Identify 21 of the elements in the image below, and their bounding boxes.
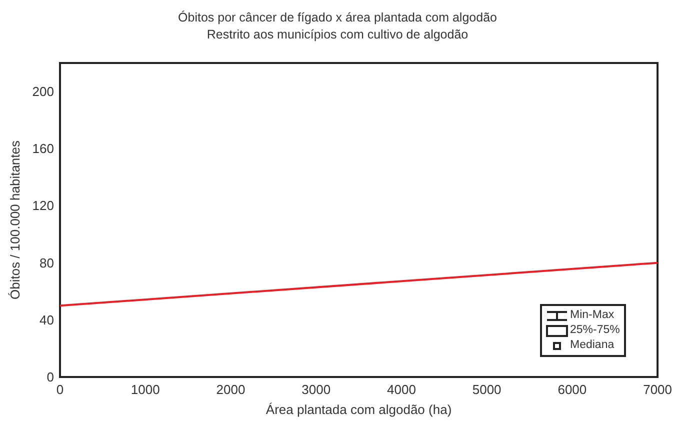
x-tick-label: 3000 bbox=[302, 382, 331, 397]
y-axis-title: Óbitos / 100.000 habitantes bbox=[7, 140, 22, 300]
y-tick-label: 0 bbox=[46, 370, 54, 384]
y-tick-label: 120 bbox=[32, 198, 54, 214]
x-tick-label: 6000 bbox=[558, 382, 587, 397]
y-tick-label: 40 bbox=[40, 312, 54, 328]
x-tick-label: 2000 bbox=[216, 382, 246, 397]
y-tick-label: 200 bbox=[32, 84, 54, 100]
annotation: Min-Max bbox=[570, 308, 614, 323]
x-tick-label: 0 bbox=[56, 382, 64, 397]
x-tick-label: 4000 bbox=[386, 382, 416, 397]
annotation: 25%-75% bbox=[570, 323, 620, 338]
annotation: Mediana bbox=[570, 338, 614, 353]
x-tick-label: 1000 bbox=[130, 382, 160, 397]
chart-subtitle: Restrito aos municípios com cultivo de algodão bbox=[206, 28, 468, 42]
x-axis-title: Área plantada com algodão (ha) bbox=[266, 402, 452, 417]
y-tick-label: 80 bbox=[40, 255, 54, 270]
x-tick-label: 7000 bbox=[643, 382, 672, 397]
chart-title: Óbitos por câncer de fígado x área plantada com algodão bbox=[178, 10, 498, 24]
y-tick-label: 160 bbox=[32, 141, 54, 156]
x-tick-label: 5000 bbox=[472, 382, 502, 397]
